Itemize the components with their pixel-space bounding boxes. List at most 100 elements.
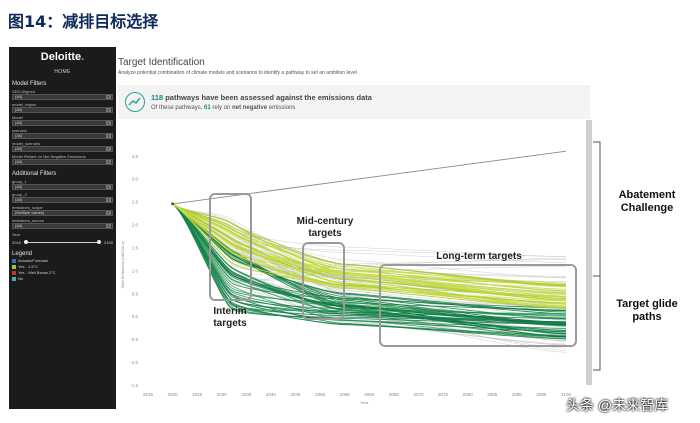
pathway-line — [172, 203, 567, 296]
page-subtitle: Analyze potential combination of climate… — [118, 70, 357, 76]
filter-dropdown[interactable]: (All) ▾ — [12, 120, 113, 126]
filter-dropdown[interactable]: (Multiple values) ▾ — [12, 210, 113, 216]
y-tick-label: 3.5 — [132, 154, 139, 159]
chevron-down-icon[interactable]: ▾ — [106, 95, 111, 99]
pathway-line — [172, 203, 567, 324]
additional-filter: emissions_source (All) ▾ — [9, 218, 116, 229]
x-tick-label: 2090 — [512, 392, 523, 397]
x-tick-label: 2030 — [217, 392, 228, 397]
abatement-bracket — [593, 141, 601, 277]
start-point-marker — [171, 202, 175, 206]
legend-label: Yes - 1.5°C — [18, 264, 39, 269]
pathway-line — [172, 203, 567, 323]
filter-dropdown[interactable]: (All) ▾ — [12, 133, 113, 139]
x-tick-label: 2015 — [143, 392, 154, 397]
chevron-down-icon[interactable]: ▾ — [106, 211, 111, 215]
deloitte-logo: Deloitte. — [40, 51, 85, 63]
chevron-down-icon[interactable]: ▾ — [106, 134, 111, 138]
chevron-down-icon[interactable]: ▾ — [106, 160, 111, 164]
year-min: 2016 — [12, 240, 21, 245]
pathway-line — [172, 203, 567, 307]
pathway-line — [172, 203, 567, 287]
filter-value: (All) — [15, 184, 23, 189]
x-tick-label: 2055 — [340, 392, 351, 397]
x-axis-label: Year — [360, 400, 369, 405]
legend-swatch — [12, 264, 16, 269]
legend-swatch — [12, 276, 16, 281]
page-title: Target Identification — [118, 57, 205, 68]
x-tick-label: 2085 — [487, 392, 498, 397]
pathway-line — [172, 203, 567, 301]
model-filter: scenario (All) ▾ — [9, 128, 116, 139]
filter-value: (All) — [15, 223, 23, 228]
model-filter: Model Reliant on Net Negative Emissions(… — [9, 154, 116, 165]
glide-bracket — [593, 275, 601, 371]
y-tick-label: 0.5 — [132, 291, 139, 296]
figure-title: 图14：减排目标选择 — [8, 12, 159, 31]
chevron-down-icon[interactable]: ▾ — [106, 121, 111, 125]
y-tick-label: 1.5 — [132, 245, 139, 250]
filter-dropdown[interactable]: (All) ▾ — [12, 94, 113, 100]
pathway-line — [172, 203, 567, 326]
filter-label: model_region — [12, 102, 37, 107]
year-label: Year — [12, 232, 21, 237]
x-tick-label: 2075 — [438, 392, 449, 397]
sidebar: Deloitte. HOME Model Filters SDG Aligned… — [9, 47, 116, 409]
y-tick-label: -1.0 — [130, 360, 138, 365]
chevron-down-icon[interactable]: ▾ — [106, 224, 111, 228]
interim-targets-label: targets — [213, 318, 247, 329]
filter-value: (All) — [15, 107, 23, 112]
chevron-down-icon[interactable]: ▾ — [106, 198, 111, 202]
long-term-targets-label: Long-term targets — [436, 251, 522, 262]
legend-item: Actuals/Forecast — [9, 258, 116, 263]
filter-dropdown[interactable]: (All) ▾ — [12, 197, 113, 203]
banner-line-2: Of these pathways, 61 rely on net negati… — [151, 105, 296, 111]
mid-century-targets-label: targets — [308, 228, 342, 239]
filter-value: (All) — [15, 120, 23, 125]
filter-label: Model Reliant on Net Negative Emissions — [12, 154, 86, 159]
pathway-line — [172, 203, 567, 315]
x-tick-label: 2100 — [561, 392, 572, 397]
filter-value: (All) — [15, 133, 23, 138]
filter-dropdown[interactable]: (All) ▾ — [12, 223, 113, 229]
legend-swatch — [12, 270, 16, 275]
pathway-line — [172, 203, 567, 257]
filter-dropdown[interactable]: (All) ▾ — [12, 146, 113, 152]
year-slider-max-handle[interactable] — [97, 240, 102, 244]
abatement-challenge-label: Abatement Challenge — [618, 189, 676, 214]
mid-century-targets-box — [302, 242, 345, 320]
chevron-down-icon[interactable]: ▾ — [106, 108, 111, 112]
y-tick-label: 1.0 — [132, 268, 139, 273]
trend-chart-icon — [125, 92, 145, 112]
chart-divider — [586, 120, 592, 385]
filter-label: SDG Aligned — [12, 89, 35, 94]
additional-filter: group_1 (All) ▾ — [9, 179, 116, 190]
y-tick-label: -0.5 — [130, 337, 138, 342]
x-tick-label: 2065 — [389, 392, 400, 397]
legend-item: No — [9, 276, 116, 281]
filter-value: (All) — [15, 197, 23, 202]
legend-item: Yes - Well Below 2°C — [9, 270, 116, 275]
filter-dropdown[interactable]: (All) ▾ — [12, 107, 113, 113]
chevron-down-icon[interactable]: ▾ — [106, 147, 111, 151]
year-max: 2100 — [104, 240, 113, 245]
home-link[interactable]: HOME — [54, 69, 71, 75]
filter-dropdown[interactable]: (All) ▾ — [12, 184, 113, 190]
filter-value: (Multiple values) — [15, 210, 45, 215]
baseline-series-line — [172, 150, 567, 205]
filter-value: (All) — [15, 146, 23, 151]
pathway-line — [172, 203, 567, 316]
banner-line-1: 118 pathways have been assessed against … — [151, 93, 372, 102]
year-slider-min-handle[interactable] — [23, 240, 28, 244]
filter-label: group_2 — [12, 192, 27, 197]
x-tick-label: 2095 — [536, 392, 547, 397]
year-slider-row: 2016 2100 — [9, 240, 116, 245]
filter-dropdown[interactable]: (All) ▾ — [12, 159, 113, 165]
filter-value: (All) — [15, 159, 23, 164]
year-slider[interactable] — [23, 240, 102, 244]
y-tick-label: 3.0 — [132, 177, 139, 182]
chevron-down-icon[interactable]: ▾ — [106, 185, 111, 189]
interim-targets-label: Interim — [213, 306, 246, 317]
y-tick-label: -1.5 — [130, 383, 138, 388]
